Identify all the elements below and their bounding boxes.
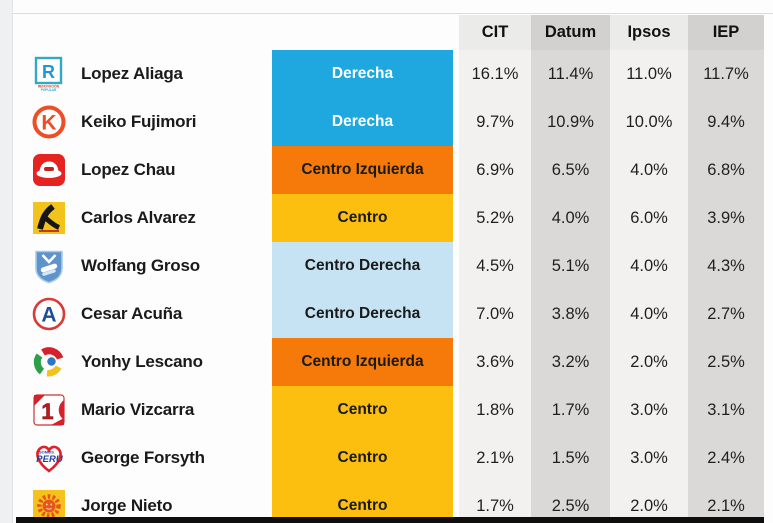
fuerza-popular-k-logo-icon: K: [13, 98, 67, 146]
poll-value-ipsos: 2.0%: [610, 482, 688, 523]
yellow-road-k-logo-icon: [13, 194, 67, 242]
poll-value-datum: 1.7%: [531, 386, 610, 434]
header-spacer: [13, 15, 67, 50]
poll-value-iep: 2.5%: [688, 338, 764, 386]
poll-value-datum: 11.4%: [531, 50, 610, 98]
poll-value-iep: 2.1%: [688, 482, 764, 523]
poll-value-cit: 7.0%: [459, 290, 531, 338]
poll-value-datum: 3.8%: [531, 290, 610, 338]
yellow-sun-logo-icon: [13, 482, 67, 523]
poll-value-datum: 2.5%: [531, 482, 610, 523]
poll-value-cit: 2.1%: [459, 434, 531, 482]
poll-value-ipsos: 10.0%: [610, 98, 688, 146]
poll-value-cit: 4.5%: [459, 242, 531, 290]
orientation-badge: Centro Izquierda: [272, 146, 453, 194]
somos-peru-heart-logo-icon: SOMOS PERU: [13, 434, 67, 482]
candidate-name: Keiko Fujimori: [81, 112, 197, 131]
orientation-badge: Centro: [272, 434, 453, 482]
candidate-name: Jorge Nieto: [81, 496, 173, 515]
pollster-header-iep: IEP: [688, 15, 764, 50]
poll-value-ipsos: 4.0%: [610, 146, 688, 194]
orientation-badge: Centro Derecha: [272, 242, 453, 290]
top-divider-line: [13, 13, 773, 14]
orientation-badge: Derecha: [272, 98, 453, 146]
poll-value-ipsos: 4.0%: [610, 290, 688, 338]
candidate-name: Wolfang Groso: [81, 256, 200, 275]
poll-value-cit: 16.1%: [459, 50, 531, 98]
logo-letter: A: [41, 304, 56, 327]
poll-value-datum: 1.5%: [531, 434, 610, 482]
poll-value-ipsos: 6.0%: [610, 194, 688, 242]
orientation-badge: Centro Izquierda: [272, 338, 453, 386]
candidate-name: Carlos Alvarez: [81, 208, 196, 227]
pollster-header-cit: CIT: [459, 15, 531, 50]
logo-caption: SOMOS: [39, 450, 54, 455]
poll-value-iep: 2.7%: [688, 290, 764, 338]
bottom-black-bar: [16, 517, 764, 523]
red-hardhat-logo-icon: [13, 146, 67, 194]
poll-value-iep: 6.8%: [688, 146, 764, 194]
poll-value-datum: 6.5%: [531, 146, 610, 194]
pollster-header-ipsos: Ipsos: [610, 15, 688, 50]
multicolor-circle-logo-icon: [13, 338, 67, 386]
poll-value-cit: 6.9%: [459, 146, 531, 194]
poll-value-cit: 1.7%: [459, 482, 531, 523]
blue-shield-handshake-logo-icon: [13, 242, 67, 290]
logo-letter: R: [42, 62, 55, 82]
candidate-name: George Forsyth: [81, 448, 205, 467]
orientation-badge: Centro: [272, 482, 453, 523]
poll-value-ipsos: 3.0%: [610, 386, 688, 434]
logo-letter: 1: [41, 399, 53, 424]
logo-caption: RENOVACIÓN: [38, 84, 60, 89]
logo-caption: PERU: [36, 454, 64, 465]
poll-value-cit: 3.6%: [459, 338, 531, 386]
poll-value-datum: 10.9%: [531, 98, 610, 146]
poll-value-iep: 4.3%: [688, 242, 764, 290]
candidate-name: Mario Vizcarra: [81, 400, 195, 419]
red-number-one-logo-icon: 1: [13, 386, 67, 434]
pollster-header-datum: Datum: [531, 15, 610, 50]
red-circle-blue-a-logo-icon: A: [13, 290, 67, 338]
logo-caption: POPULAR: [41, 88, 57, 92]
candidate-name: Lopez Chau: [81, 160, 176, 179]
candidate-name: Lopez Aliaga: [81, 64, 183, 83]
renovacion-popular-logo-icon: R RENOVACIÓN POPULAR: [13, 50, 67, 98]
orientation-badge: Derecha: [272, 50, 453, 98]
poll-value-cit: 1.8%: [459, 386, 531, 434]
orientation-badge: Centro: [272, 194, 453, 242]
page-left-gutter: [0, 0, 13, 523]
poll-value-ipsos: 4.0%: [610, 242, 688, 290]
header-spacer: [272, 15, 453, 50]
poll-value-datum: 3.2%: [531, 338, 610, 386]
poll-value-cit: 5.2%: [459, 194, 531, 242]
poll-value-iep: 11.7%: [688, 50, 764, 98]
poll-value-iep: 3.1%: [688, 386, 764, 434]
header-spacer: [67, 15, 272, 50]
poll-value-ipsos: 3.0%: [610, 434, 688, 482]
poll-value-iep: 9.4%: [688, 98, 764, 146]
candidate-name: Cesar Acuña: [81, 304, 183, 323]
poll-value-ipsos: 2.0%: [610, 338, 688, 386]
poll-value-datum: 4.0%: [531, 194, 610, 242]
poll-value-iep: 3.9%: [688, 194, 764, 242]
poll-value-cit: 9.7%: [459, 98, 531, 146]
candidate-poll-table: CIT Datum Ipsos IEP R RENOVACIÓN POPULAR…: [13, 15, 764, 523]
candidate-name: Yonhy Lescano: [81, 352, 203, 371]
poll-value-iep: 2.4%: [688, 434, 764, 482]
poll-value-datum: 5.1%: [531, 242, 610, 290]
poll-value-ipsos: 11.0%: [610, 50, 688, 98]
orientation-badge: Centro: [272, 386, 453, 434]
logo-letter: K: [41, 112, 56, 135]
orientation-badge: Centro Derecha: [272, 290, 453, 338]
